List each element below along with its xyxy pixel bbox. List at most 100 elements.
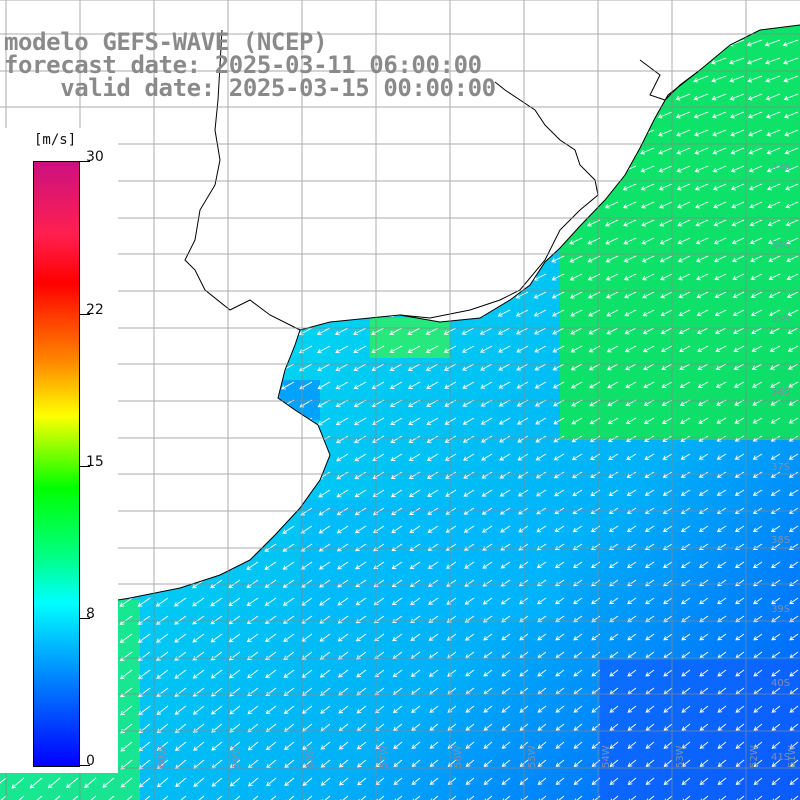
wind-arrow: [318, 561, 331, 570]
wind-arrow: [663, 669, 673, 677]
wind-arrow: [261, 219, 277, 228]
wind-arrow: [244, 381, 259, 390]
wind-arrow: [513, 75, 529, 83]
wind-arrow: [462, 435, 475, 443]
wind-arrow: [189, 237, 205, 246]
wind-arrow: [696, 291, 709, 299]
wind-arrow: [355, 561, 367, 570]
wind-arrow: [429, 759, 439, 767]
wind-arrow: [644, 525, 655, 532]
wind-arrow: [102, 795, 115, 800]
wind-arrow: [226, 291, 241, 300]
wind-arrow: [426, 453, 439, 461]
wind-arrow: [627, 597, 637, 605]
wind-arrow: [771, 597, 781, 605]
latitude-label: 38S: [771, 535, 790, 546]
wind-arrow: [732, 255, 745, 263]
wind-arrow: [410, 669, 421, 678]
wind-arrow: [154, 453, 169, 462]
wind-arrow: [783, 111, 799, 119]
wind-arrow: [494, 75, 511, 83]
wind-arrow: [569, 255, 583, 263]
wind-arrow: [427, 525, 439, 533]
wind-arrow: [788, 381, 799, 388]
wind-arrow: [749, 237, 763, 245]
wind-arrow: [501, 633, 511, 641]
wind-arrow: [173, 489, 187, 499]
wind-arrow: [715, 327, 727, 335]
wind-arrow: [245, 435, 259, 444]
colorbar-label: 15: [86, 454, 104, 470]
wind-arrow: [243, 237, 259, 246]
wind-arrow: [282, 561, 295, 570]
wind-arrow: [135, 219, 151, 228]
wind-arrow: [208, 309, 223, 318]
wind-arrow: [173, 525, 187, 535]
wind-arrow: [550, 183, 565, 191]
wind-arrow: [714, 291, 727, 299]
wind-arrow: [428, 633, 439, 641]
wind-arrow: [694, 147, 709, 155]
wind-arrow: [681, 705, 691, 713]
wind-arrow: [135, 291, 151, 300]
wind-arrow: [370, 273, 385, 281]
wind-arrow: [136, 435, 151, 445]
wind-arrow: [481, 471, 493, 479]
wind-arrow: [501, 705, 511, 713]
wind-arrow: [555, 777, 565, 785]
wind-arrow: [117, 273, 133, 282]
wind-arrow: [699, 597, 709, 605]
wind-arrow: [676, 147, 691, 155]
wind-arrow: [317, 363, 331, 372]
wind-arrow: [423, 147, 439, 155]
wind-arrow: [717, 741, 727, 749]
wind-arrow: [227, 525, 241, 534]
wind-arrow: [170, 165, 187, 174]
wind-arrow: [553, 417, 565, 425]
wind-arrow: [644, 543, 655, 550]
wind-arrow: [699, 759, 709, 767]
wind-arrow: [351, 129, 367, 137]
wind-arrow: [674, 39, 691, 47]
wind-arrow: [767, 201, 781, 209]
wind-arrow: [730, 147, 745, 155]
wind-arrow: [764, 57, 781, 65]
wind-arrow: [747, 93, 763, 101]
wind-arrow: [243, 255, 259, 264]
wind-arrow: [153, 273, 169, 282]
wind-arrow: [405, 111, 421, 119]
wind-arrow: [333, 147, 349, 155]
wind-arrow: [627, 777, 637, 785]
wind-arrow: [534, 381, 547, 389]
wind-arrow: [697, 363, 709, 370]
wind-arrow: [713, 201, 727, 209]
wind-arrow: [731, 219, 745, 227]
wind-arrow: [334, 327, 349, 336]
latitude-label: 37S: [771, 462, 790, 473]
wind-arrow: [496, 183, 511, 191]
wind-arrow: [747, 111, 763, 119]
wind-arrow: [465, 669, 475, 677]
wind-arrow: [356, 669, 367, 678]
wind-arrow: [555, 759, 565, 767]
wind-arrow: [751, 345, 763, 352]
wind-arrow: [789, 723, 799, 731]
wind-arrow: [680, 489, 691, 496]
wind-arrow: [535, 435, 547, 443]
wind-arrow: [207, 165, 223, 174]
wind-arrow: [554, 543, 565, 551]
wind-arrow: [608, 561, 619, 569]
wind-arrow: [717, 579, 727, 587]
wind-arrow: [680, 417, 691, 424]
wind-arrow: [315, 165, 331, 173]
wind-arrow: [607, 381, 619, 389]
wind-arrow: [193, 777, 205, 787]
wind-arrow: [535, 453, 547, 461]
wind-arrow: [298, 291, 313, 300]
wind-arrow: [789, 633, 799, 641]
wind-arrow: [280, 309, 295, 318]
wind-arrow: [550, 201, 565, 209]
wind-arrow: [227, 489, 241, 498]
wind-arrow: [591, 759, 601, 767]
